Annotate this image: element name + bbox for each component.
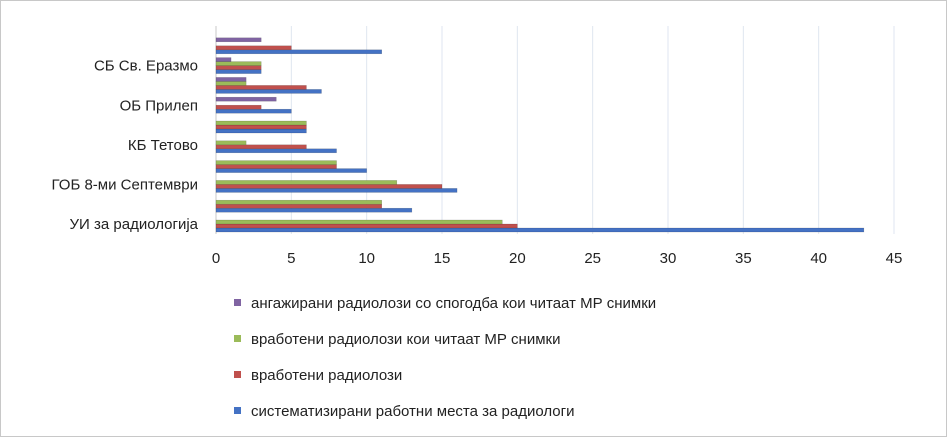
bar xyxy=(215,96,277,102)
bar xyxy=(215,160,337,165)
x-tick-label: 30 xyxy=(660,250,677,267)
bar xyxy=(215,188,458,193)
category-label: УИ за радиологија xyxy=(70,216,199,233)
bar xyxy=(215,148,337,154)
bars xyxy=(215,37,865,233)
bar xyxy=(215,104,262,110)
bar xyxy=(215,69,262,74)
x-tick-label: 5 xyxy=(287,250,295,267)
bar xyxy=(215,45,292,51)
legend-label: ангажирани радиолози со спогодба кои чит… xyxy=(251,295,656,312)
bar xyxy=(215,144,307,150)
bar xyxy=(215,223,518,229)
bar xyxy=(215,207,413,213)
legend-label: вработени радиолози xyxy=(251,367,402,384)
x-tick-label: 25 xyxy=(584,250,601,267)
bar xyxy=(215,140,247,146)
bar xyxy=(215,128,307,134)
bar xyxy=(215,37,262,43)
bar xyxy=(215,199,382,205)
bar xyxy=(215,57,232,62)
bar xyxy=(215,203,382,209)
x-tick-labels: 0 5 10 15 20 25 30 35 40 45 xyxy=(212,250,903,267)
bar xyxy=(215,108,292,114)
bar xyxy=(215,120,307,126)
bar xyxy=(215,184,443,189)
legend-label: вработени радиолози кои читаат МР снимки xyxy=(251,331,560,348)
bar xyxy=(215,227,865,233)
category-labels: УИ за радиологија ГОБ 8-ми Септември КБ Те… xyxy=(52,58,199,233)
bar xyxy=(215,180,398,185)
x-tick-label: 40 xyxy=(810,250,827,267)
category-label: ГОБ 8-ми Септември xyxy=(52,177,199,194)
bar xyxy=(215,81,247,86)
bar xyxy=(215,164,337,169)
bar xyxy=(215,85,307,90)
bar xyxy=(215,77,247,82)
bar xyxy=(215,89,322,94)
category-label: КБ Тетово xyxy=(128,137,198,154)
gridlines xyxy=(290,26,895,234)
legend-label: систематизирани работни места за радиоло… xyxy=(251,403,574,420)
bar xyxy=(215,49,382,55)
bar xyxy=(215,219,503,225)
x-tick-label: 0 xyxy=(212,250,220,267)
legend: ангажирани радиолози со спогодба кои чит… xyxy=(234,295,656,420)
bar xyxy=(215,65,262,70)
x-tick-label: 15 xyxy=(434,250,451,267)
bar xyxy=(215,168,367,173)
bar xyxy=(215,124,307,130)
legend-swatch xyxy=(234,335,241,342)
legend-swatch xyxy=(234,299,241,306)
bar xyxy=(215,61,262,66)
legend-swatch xyxy=(234,407,241,414)
x-tick-label: 20 xyxy=(509,250,526,267)
x-tick-label: 45 xyxy=(886,250,903,267)
x-tick-label: 35 xyxy=(735,250,752,267)
category-label: СБ Св. Еразмо xyxy=(94,58,198,75)
x-tick-label: 10 xyxy=(358,250,375,267)
legend-swatch xyxy=(234,371,241,378)
category-label: ОБ Прилеп xyxy=(120,97,198,114)
